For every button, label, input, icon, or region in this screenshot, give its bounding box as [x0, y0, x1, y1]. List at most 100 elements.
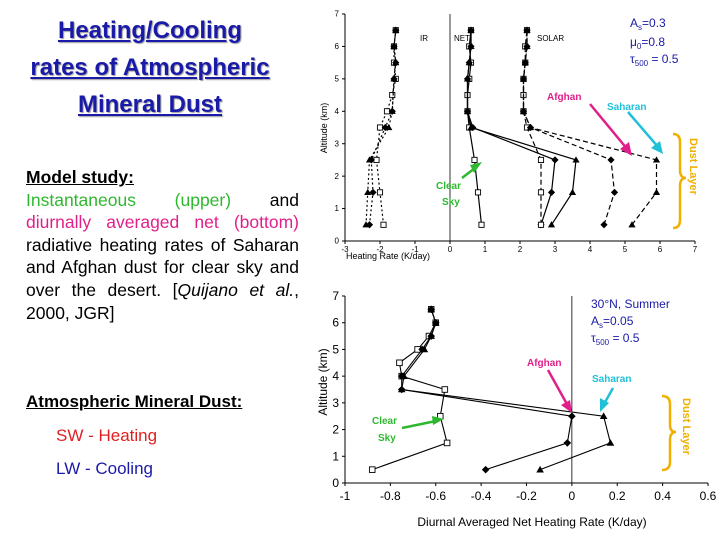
- data-point: [568, 412, 576, 421]
- annot-clear-1: Clear: [436, 181, 461, 192]
- x-tick-label: -0.4: [471, 489, 492, 503]
- data-point: [389, 92, 396, 99]
- annot-dust-1: Dust Layer: [687, 138, 699, 196]
- annot-afghan-1: Afghan: [547, 92, 581, 103]
- amd-heading: Atmospheric Mineral Dust:: [26, 392, 243, 411]
- data-point: [536, 465, 544, 473]
- data-point: [362, 221, 370, 228]
- y-tick-label: 6: [335, 42, 340, 51]
- data-point: [390, 42, 398, 50]
- x-tick-label: 0: [569, 489, 576, 503]
- y-tick-label: 4: [332, 369, 339, 383]
- data-point: [610, 188, 619, 196]
- data-point: [368, 466, 376, 473]
- y-tick-label: 2: [332, 423, 339, 437]
- chart1-series: [362, 26, 661, 229]
- param-as-2: As=0.05: [591, 314, 634, 330]
- data-point: [519, 107, 528, 114]
- label-ir: IR: [420, 34, 428, 43]
- annot-saharan-2: Saharan: [592, 374, 631, 385]
- label-solar: SOLAR: [537, 34, 564, 43]
- data-point: [481, 465, 490, 474]
- data-point: [420, 345, 429, 353]
- param-tau-2: τ500 = 0.5: [591, 331, 640, 347]
- x-tick-label: -1: [340, 489, 351, 503]
- x-tick-label: 0.4: [654, 489, 671, 503]
- data-point: [600, 221, 608, 229]
- y-tick-label: 5: [335, 75, 340, 84]
- y-tick-label: 4: [335, 107, 340, 116]
- param-mu: μ0=0.8: [630, 35, 665, 51]
- title-line-3: Mineral Dust: [77, 91, 223, 118]
- model-study-paragraph: Model study: Instantaneous (upper) and d…: [26, 166, 299, 324]
- chart1-arrows: [461, 103, 687, 230]
- x-tick-label: -0.6: [425, 489, 446, 503]
- chart2-axes: -1 -0.8 -0.6 -0.4 -0.2 0 0.2 0.4 0.6 0 1 2 3 4 5 6 7: [332, 289, 716, 503]
- chart1-axes: -3 -2 -1 0 1 2 3 4 5 6 7 0 1 2 3 4 5 6 7: [335, 10, 698, 254]
- data-point: [652, 188, 661, 195]
- diurnal-text: diurnally averaged net (bottom): [26, 212, 299, 233]
- annot-clear-2: Clear: [372, 416, 397, 427]
- data-point: [523, 26, 531, 33]
- series-saharan: [397, 305, 615, 473]
- model-study-heading: Model study:: [26, 167, 134, 187]
- data-point: [431, 318, 440, 326]
- y-tick-label: 0: [335, 237, 340, 246]
- data-point: [551, 156, 559, 164]
- y-tick-label: 6: [332, 316, 339, 330]
- data-point: [537, 156, 545, 163]
- y-tick-label: 7: [335, 10, 340, 19]
- cite-authors: Quijano et al.: [177, 279, 295, 300]
- x-tick-label: 2: [518, 245, 523, 254]
- y-tick-label: 2: [335, 172, 340, 181]
- label-net: NET: [454, 34, 470, 43]
- title-line-2: rates of Atmospheric: [30, 54, 270, 81]
- cite-open: [: [172, 279, 178, 300]
- data-point: [396, 359, 403, 367]
- chart2-xlabel: Diurnal Averaged Net Heating Rate (K/day…: [417, 515, 646, 529]
- series-afghan: [397, 305, 576, 474]
- x-tick-label: 1: [483, 245, 488, 254]
- y-tick-label: 5: [332, 342, 339, 356]
- data-point: [547, 221, 556, 228]
- series-ir-dust-2: [362, 26, 400, 228]
- data-point: [385, 123, 393, 131]
- data-point: [427, 332, 436, 339]
- data-point: [376, 189, 384, 196]
- data-point: [568, 188, 577, 195]
- annot-saharan-1: Saharan: [607, 102, 646, 113]
- data-point: [478, 221, 485, 228]
- series-line: [401, 309, 612, 471]
- annot-sky-1: Sky: [442, 197, 460, 208]
- slide-title: Heating/Cooling rates of Atmospheric Min…: [0, 12, 300, 123]
- data-point: [563, 439, 572, 447]
- data-point: [443, 439, 451, 447]
- data-point: [467, 123, 475, 131]
- data-point: [380, 221, 387, 228]
- data-point: [607, 156, 615, 164]
- instantaneous-text: Instantaneous (upper): [26, 189, 232, 210]
- param-tau: τ500 = 0.5: [630, 52, 679, 68]
- data-point: [369, 188, 377, 196]
- data-point: [526, 123, 535, 131]
- data-point: [400, 372, 408, 379]
- data-point: [537, 221, 545, 228]
- x-tick-label: 0.6: [700, 489, 717, 503]
- citation: [Quijano et al., 2000, JGR]: [26, 280, 299, 323]
- data-point: [467, 26, 475, 33]
- chart2-ylabel: Altitude (km): [316, 348, 330, 415]
- lw-cooling-label: LW - Cooling: [56, 459, 153, 478]
- y-tick-label: 1: [332, 449, 339, 463]
- x-tick-label: -0.2: [516, 489, 537, 503]
- x-tick-label: 5: [623, 245, 628, 254]
- chart1-ylabel: Altitude (km): [319, 103, 329, 154]
- x-tick-label: -0.8: [380, 489, 401, 503]
- data-point: [467, 42, 475, 50]
- x-tick-label: 3: [553, 245, 558, 254]
- chart1-labels: Heating Rate (K/day) Altitude (km) IR NE…: [319, 16, 699, 261]
- data-point: [606, 439, 615, 446]
- data-point: [463, 107, 472, 114]
- data-point: [397, 385, 406, 393]
- x-tick-label: 7: [693, 245, 698, 254]
